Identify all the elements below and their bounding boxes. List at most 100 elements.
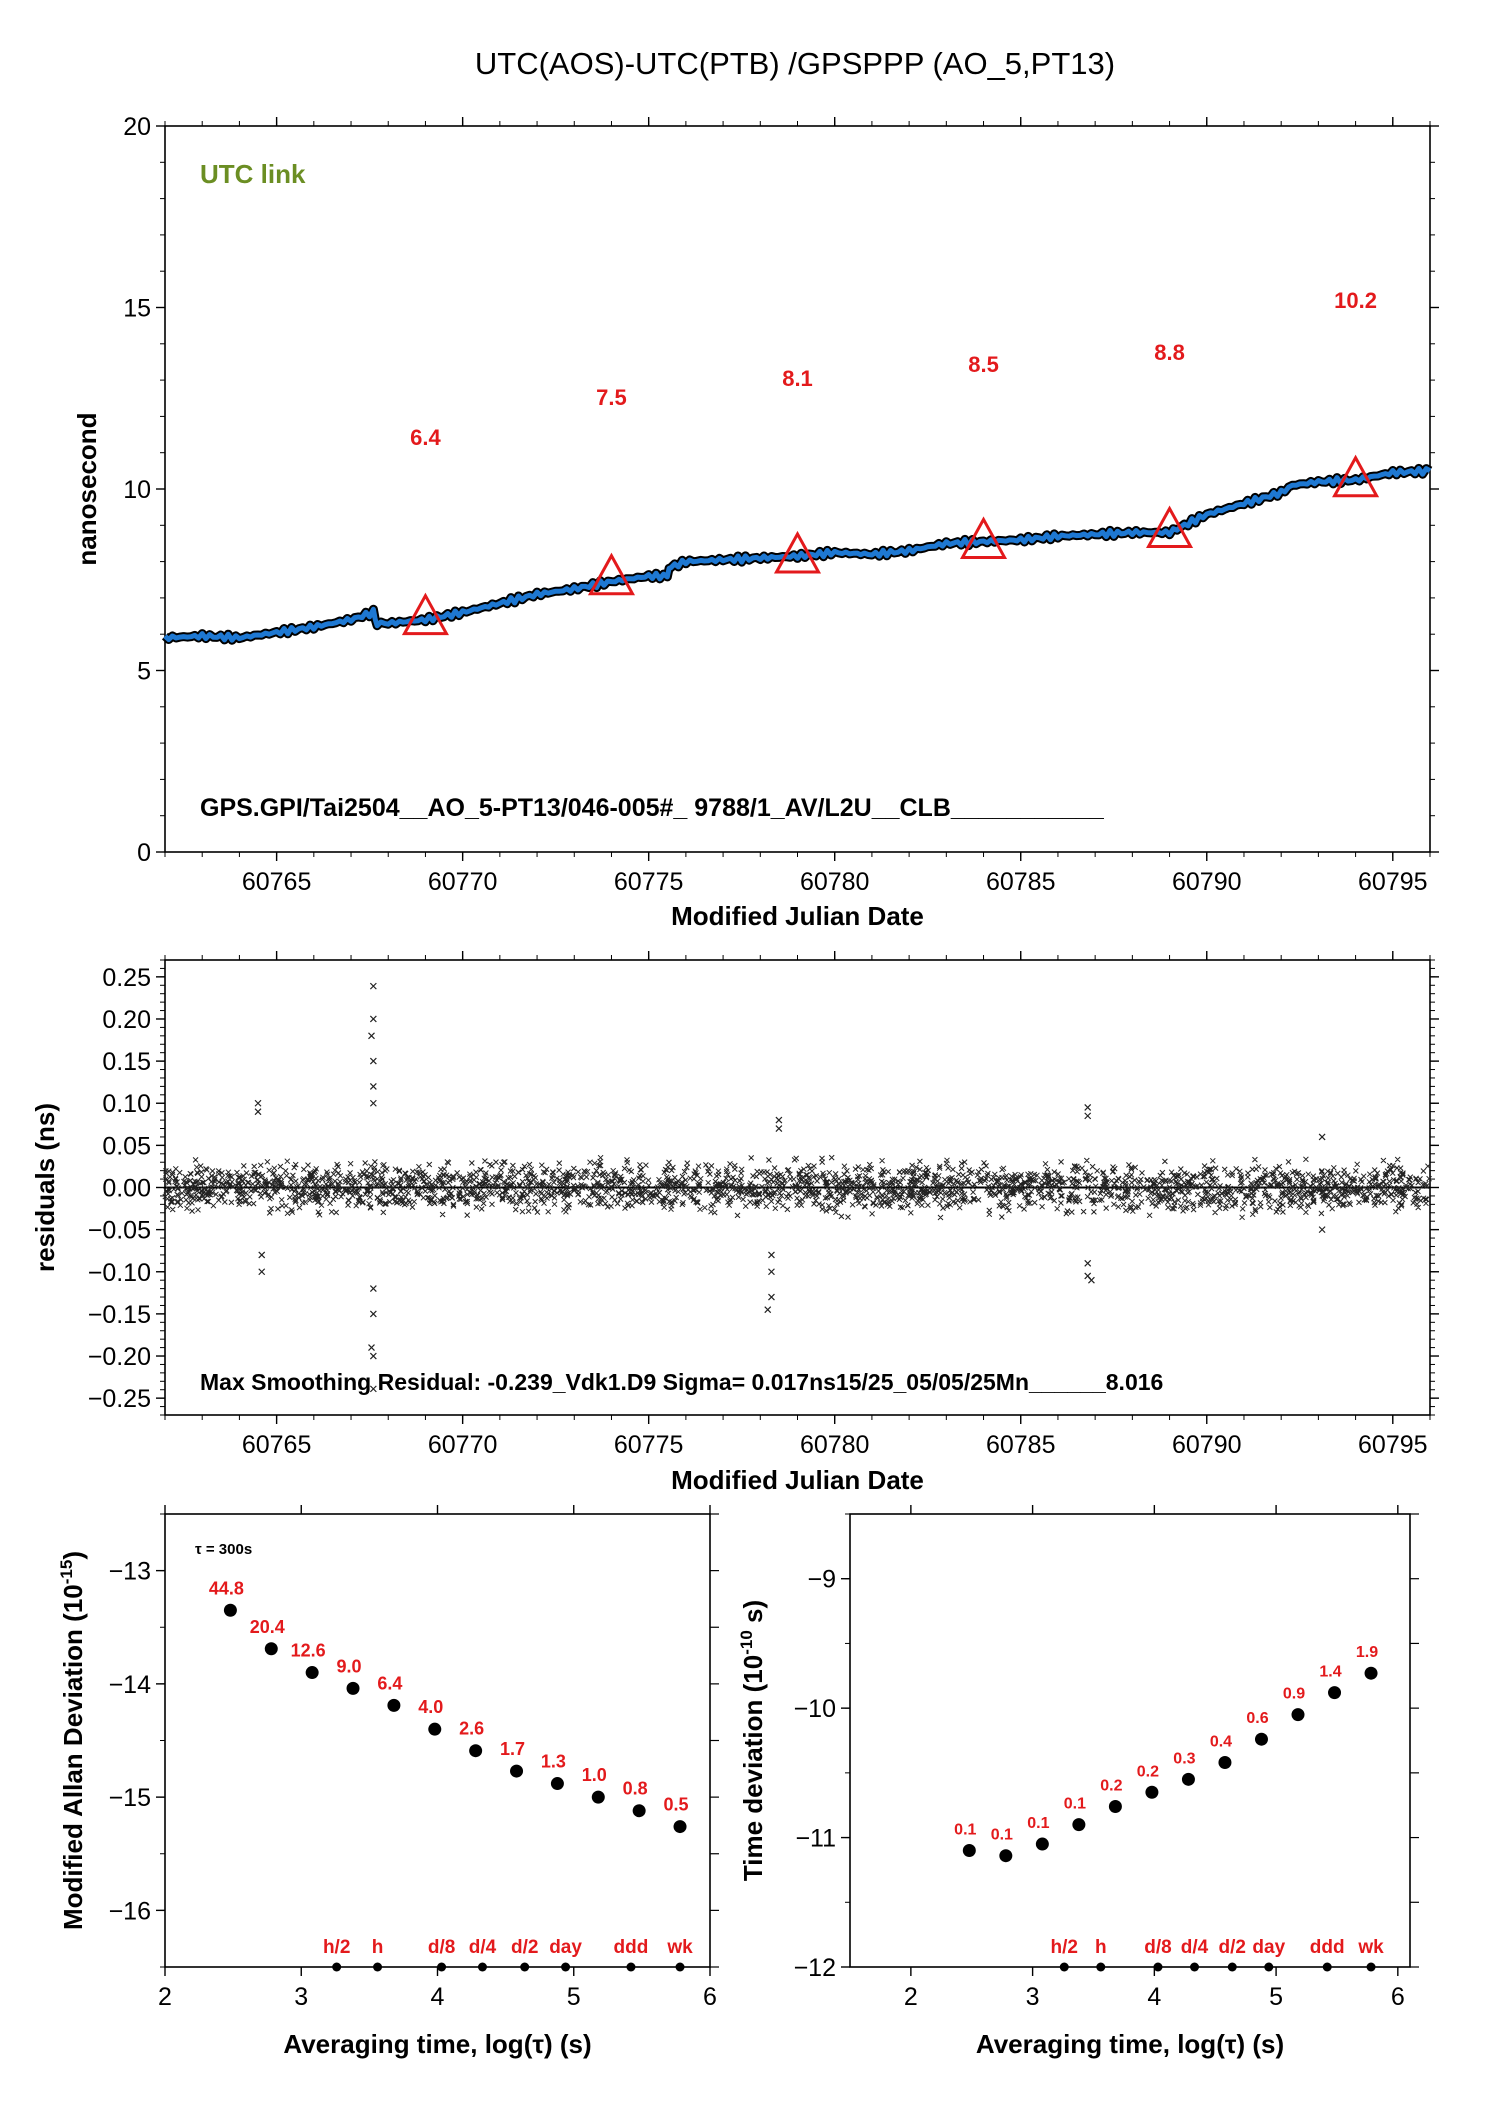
panel-residuals: 60765 60770 60775 60780 60785 60790 60795 −0.25… [30,951,1439,1495]
residual-outlier [764,1306,772,1314]
y-tick-label: 0.10 [102,1090,151,1118]
deviation-value-label: 0.2 [1137,1763,1159,1780]
time-mark-dot [626,1962,636,1972]
time-mark-label: d/2 [1219,1937,1246,1958]
deviation-value-label: 2.6 [459,1719,484,1739]
time-mark-dot [1153,1962,1163,1972]
y-tick-label: 15 [123,295,151,323]
deviation-value-label: 1.7 [500,1739,525,1759]
residual-outlier [768,1251,775,1259]
residual-outlier [768,1293,775,1301]
x-axis-label: Averaging time, log(τ) (s) [976,2029,1284,2059]
deviation-value-label: 0.1 [1027,1815,1049,1832]
y-tick-label: 10 [123,476,151,504]
x-tick-label: 60790 [1172,1431,1242,1459]
deviation-point [1364,1666,1378,1680]
time-mark-label: wk [666,1937,693,1958]
time-mark-dot [561,1962,571,1972]
x-axis-label: Averaging time, log(τ) (s) [283,2029,591,2059]
deviation-point [962,1844,976,1858]
deviation-point [1328,1686,1342,1700]
y-tick-label: −0.10 [88,1259,151,1287]
y-tick-label: −16 [109,1897,151,1925]
x-tick-label: 60765 [242,1431,312,1459]
time-mark-dot [1059,1962,1069,1972]
utc-link-label: UTC link [200,159,306,189]
x-tick-label: 60780 [800,1431,870,1459]
time-mark-dot [332,1962,342,1972]
x-tick-label: 2 [904,1983,918,2011]
residual-outlier [369,1385,377,1393]
time-mark-label: d/8 [428,1937,455,1958]
deviation-point [428,1722,442,1736]
plot-frame [164,125,1431,853]
y-tick-label: −0.15 [88,1301,151,1329]
time-mark-label: h [1095,1937,1107,1958]
residual-outlier [1318,1133,1326,1141]
residual-outlier [254,1099,262,1107]
y-tick-label: 0 [137,839,151,867]
time-mark-dot [1264,1962,1274,1972]
deviation-point [264,1642,278,1656]
residual-outlier [1318,1226,1326,1234]
deviation-point [510,1764,524,1778]
x-tick-label: 4 [1147,1983,1161,2011]
time-mark-dot [1227,1962,1237,1972]
x-tick-label: 2 [158,1983,172,2011]
x-axis-label: Modified Julian Date [671,901,924,931]
deviation-value-label: 0.8 [623,1779,648,1799]
marker-value-label: 8.5 [968,352,999,377]
residual-outlier [1084,1104,1092,1111]
marker-triangle [959,516,1008,559]
deviation-value-label: 44.8 [209,1578,244,1598]
deviation-point [999,1849,1013,1863]
x-tick-label: 60775 [614,868,684,896]
residual-outlier [369,1082,377,1090]
deviation-value-label: 0.1 [991,1827,1013,1844]
x-tick-label: 6 [1391,1983,1405,2011]
time-mark-dot [477,1962,487,1972]
x-tick-label: 60795 [1358,868,1428,896]
time-mark-dot [520,1962,530,1972]
x-tick-label: 4 [431,1983,445,2011]
marker-value-label: 6.4 [410,425,441,450]
time-mark-label: day [1252,1937,1285,1958]
residual-outlier [369,982,377,990]
y-tick-label: −9 [807,1566,836,1594]
residual-outlier [1084,1259,1092,1267]
deviation-value-label: 0.4 [1210,1734,1232,1751]
x-tick-label: 60770 [428,868,498,896]
deviation-point [1218,1756,1232,1770]
y-tick-label: −0.20 [88,1343,151,1371]
deviation-point [1035,1837,1049,1851]
deviation-point [387,1698,401,1712]
deviation-value-label: 4.0 [418,1697,443,1717]
time-mark-label: h/2 [323,1937,350,1958]
plot-frame [849,1513,1411,1968]
deviation-point [1108,1800,1122,1814]
deviation-value-label: 20.4 [250,1617,285,1637]
time-mark-label: ddd [614,1937,649,1958]
deviation-point [550,1777,564,1791]
x-tick-label: 60785 [986,868,1056,896]
x-tick-label: 60785 [986,1431,1056,1459]
residual-outlier [258,1268,266,1276]
time-mark-label: ddd [1310,1937,1345,1958]
y-tick-label: 20 [123,113,151,141]
panel-top: 60765 60770 60775 60780 60785 60790 60795 0 5 10 1… [72,113,1439,931]
y-tick-label: −14 [109,1671,152,1699]
y-tick-label: −0.05 [88,1217,151,1245]
residual-outlier [369,1310,377,1318]
time-mark-dot [1190,1962,1200,1972]
residual-outlier [369,1015,377,1023]
marker-value-label: 8.1 [782,366,813,391]
y-tick-label: 0.20 [102,1006,151,1034]
time-mark-dot [1366,1962,1376,1972]
y-axis-label: nanosecond [72,412,102,565]
y-axis-label: residuals (ns) [30,1103,60,1272]
residual-cloud [162,1154,1432,1221]
x-tick-label: 3 [294,1983,308,2011]
x-tick-label: 60790 [1172,868,1242,896]
deviation-point [346,1681,360,1695]
